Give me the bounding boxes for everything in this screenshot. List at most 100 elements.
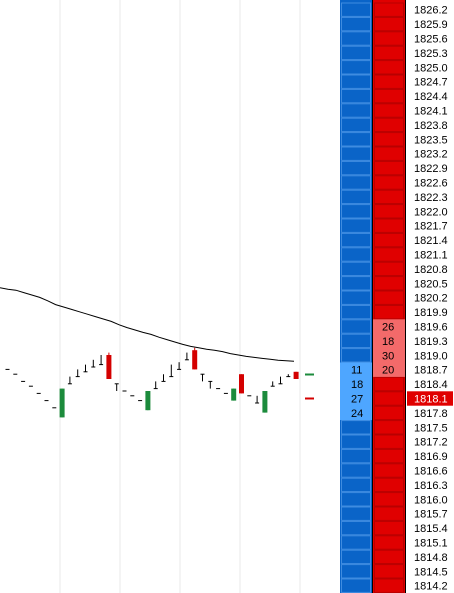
ask-cell[interactable] <box>374 74 404 89</box>
ask-size-label[interactable]: 30 <box>382 350 394 362</box>
bid-cell[interactable] <box>341 160 371 176</box>
bid-cell[interactable] <box>341 492 371 507</box>
bid-cell[interactable] <box>341 103 371 118</box>
bid-cell[interactable] <box>341 434 371 449</box>
bid-cell[interactable] <box>341 175 371 190</box>
price-level-label[interactable]: 1824.1 <box>414 106 448 118</box>
candle[interactable] <box>59 388 65 418</box>
bid-cell[interactable] <box>341 146 371 161</box>
candle[interactable] <box>286 374 291 378</box>
candle[interactable] <box>192 347 198 370</box>
price-level-label[interactable]: 1817.5 <box>414 422 448 434</box>
ask-cell[interactable] <box>374 535 404 550</box>
bid-cell[interactable] <box>341 261 371 277</box>
price-chart[interactable] <box>0 0 340 593</box>
price-level-label[interactable]: 1825.6 <box>414 34 448 46</box>
bid-cell[interactable] <box>341 16 371 32</box>
candle[interactable] <box>184 352 189 361</box>
bid-cell[interactable] <box>341 348 371 363</box>
price-level-label[interactable]: 1821.4 <box>414 235 448 247</box>
bid-cell[interactable] <box>341 506 371 521</box>
candle[interactable] <box>67 376 72 385</box>
price-level-label[interactable]: 1822.6 <box>414 178 448 190</box>
price-level-label[interactable]: 1823.8 <box>414 120 448 132</box>
ask-cell[interactable] <box>374 434 404 449</box>
ask-cell[interactable] <box>374 16 404 32</box>
candle[interactable] <box>293 371 299 379</box>
price-level-label[interactable]: 1818.7 <box>414 365 448 377</box>
price-level-label[interactable]: 1823.5 <box>414 134 448 146</box>
ask-cell[interactable] <box>374 549 404 565</box>
bid-size-label[interactable]: 18 <box>351 379 363 391</box>
price-level-label[interactable]: 1819.3 <box>414 336 448 348</box>
bid-cell[interactable] <box>341 232 371 248</box>
candle[interactable] <box>99 355 104 366</box>
price-level-label[interactable]: 1816.9 <box>414 451 448 463</box>
price-level-label[interactable]: 1814.5 <box>414 566 448 578</box>
bid-cell[interactable] <box>341 564 371 579</box>
bid-size-label[interactable]: 24 <box>351 408 363 420</box>
bid-cell[interactable] <box>341 218 371 233</box>
ask-cell[interactable] <box>374 45 404 61</box>
ask-cell[interactable] <box>374 189 404 205</box>
ask-cell[interactable] <box>374 578 404 593</box>
price-level-label[interactable]: 1817.8 <box>414 408 448 420</box>
price-level-label[interactable]: 1816.6 <box>414 466 448 478</box>
bid-cell[interactable] <box>341 204 371 219</box>
ask-cell[interactable] <box>374 175 404 190</box>
bid-cell[interactable] <box>341 535 371 550</box>
ask-cell[interactable] <box>374 448 404 464</box>
ask-cell[interactable] <box>374 391 404 406</box>
bid-cell[interactable] <box>341 189 371 205</box>
candle[interactable] <box>208 380 213 389</box>
ask-size-label[interactable]: 20 <box>382 365 394 377</box>
ask-cell[interactable] <box>374 117 404 133</box>
bid-cell[interactable] <box>341 463 371 478</box>
bid-cell[interactable] <box>341 290 371 305</box>
price-level-label[interactable]: 1821.7 <box>414 221 448 233</box>
ask-cell[interactable] <box>374 160 404 176</box>
ask-cell[interactable] <box>374 132 404 147</box>
ask-cell[interactable] <box>374 204 404 219</box>
price-level-label[interactable]: 1816.3 <box>414 480 448 492</box>
bid-cell[interactable] <box>341 420 371 435</box>
bid-cell[interactable] <box>341 549 371 565</box>
price-level-label[interactable]: 1820.5 <box>414 278 448 290</box>
candle[interactable] <box>278 376 283 385</box>
price-level-label[interactable]: 1818.4 <box>414 379 448 391</box>
price-level-label[interactable]: 1820.2 <box>414 293 448 305</box>
ask-cell[interactable] <box>374 276 404 291</box>
candle[interactable] <box>153 381 158 390</box>
price-ladder[interactable]: 1826.21825.91825.61825.31825.01824.71824… <box>340 0 454 593</box>
candle[interactable] <box>255 395 260 404</box>
candle[interactable] <box>145 391 151 411</box>
price-level-label[interactable]: 1822.0 <box>414 206 448 218</box>
ask-cell[interactable] <box>374 247 404 262</box>
candle[interactable] <box>177 362 182 370</box>
ask-cell[interactable] <box>374 376 404 392</box>
bid-cell[interactable] <box>341 88 371 104</box>
price-level-label[interactable]: 1822.3 <box>414 192 448 204</box>
bid-size-label[interactable]: 11 <box>351 365 362 377</box>
ask-cell[interactable] <box>374 477 404 493</box>
price-level-label[interactable]: 1820.8 <box>414 264 448 276</box>
ask-size-label[interactable]: 18 <box>382 336 394 348</box>
bid-cell[interactable] <box>341 132 371 147</box>
candle[interactable] <box>200 373 205 382</box>
price-level-label[interactable]: 1815.1 <box>414 538 448 550</box>
bid-cell[interactable] <box>341 578 371 593</box>
price-level-label[interactable]: 1814.8 <box>414 552 448 564</box>
price-level-label[interactable]: 1818.1 <box>414 394 448 406</box>
ask-cell[interactable] <box>374 290 404 305</box>
ask-cell[interactable] <box>374 506 404 521</box>
ask-cell[interactable] <box>374 218 404 233</box>
bid-cell[interactable] <box>341 74 371 89</box>
price-level-label[interactable]: 1826.2 <box>414 5 448 17</box>
ask-cell[interactable] <box>374 232 404 248</box>
price-level-label[interactable]: 1816.0 <box>414 494 448 506</box>
bid-cell[interactable] <box>341 276 371 291</box>
bid-cell[interactable] <box>341 520 371 536</box>
candle[interactable] <box>169 364 174 378</box>
price-level-label[interactable]: 1814.2 <box>414 581 448 593</box>
ask-cell[interactable] <box>374 463 404 478</box>
